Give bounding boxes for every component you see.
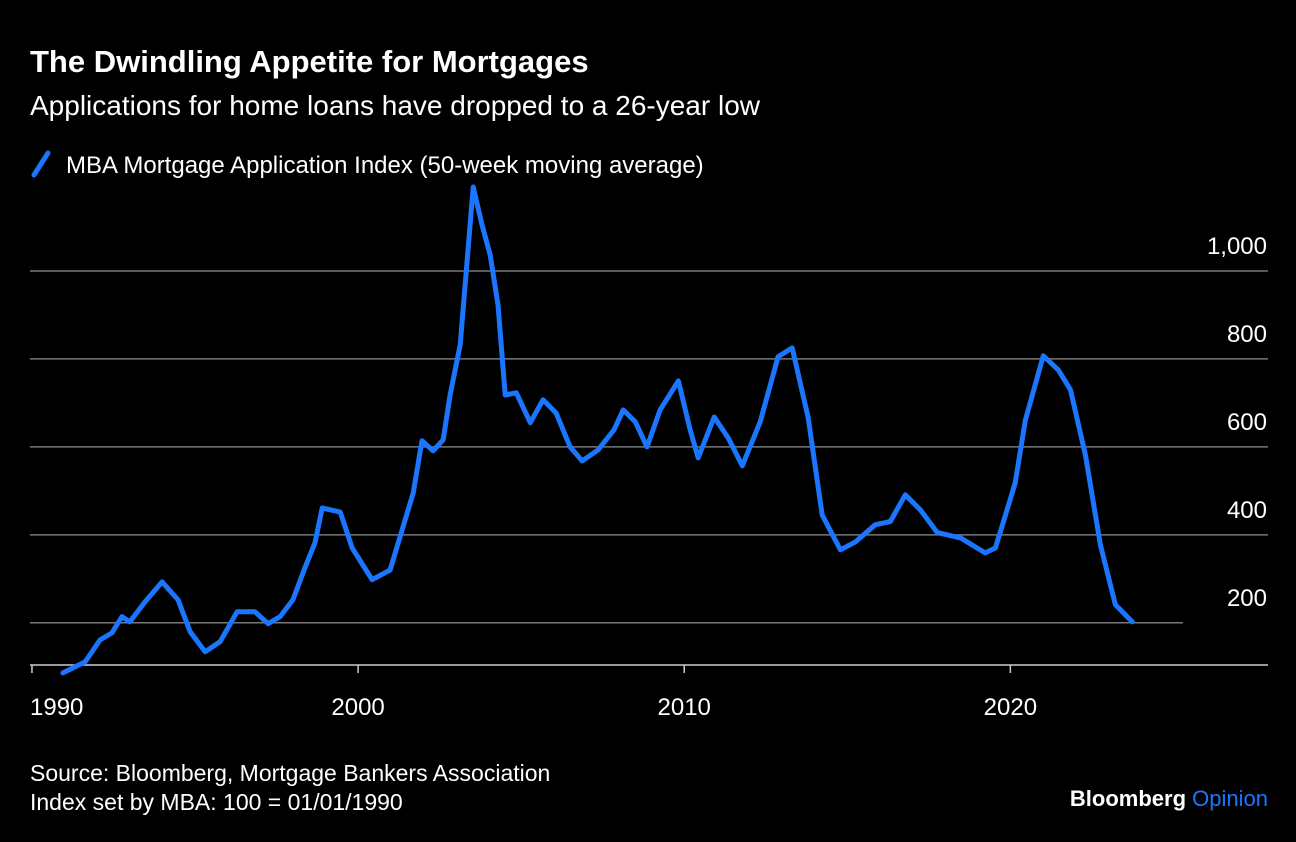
legend-label: MBA Mortgage Application Index (50-week …: [66, 152, 704, 179]
series-line: [60, 184, 1135, 676]
brand: Bloomberg Opinion: [1070, 786, 1268, 811]
source: Source: Bloomberg, Mortgage Bankers Asso…: [30, 760, 550, 786]
chart-title: The Dwindling Appetite for Mortgages: [30, 44, 589, 79]
chart-subtitle: Applications for home loans have dropped…: [30, 90, 761, 121]
brand-name: Bloomberg: [1070, 786, 1186, 811]
y-tick-label: 1,000: [1207, 233, 1267, 260]
y-tick-label: 600: [1227, 409, 1267, 436]
y-tick-label: 800: [1227, 321, 1267, 348]
brand-suffix: Opinion: [1192, 786, 1268, 811]
note: Index set by MBA: 100 = 01/01/1990: [30, 789, 403, 815]
y-tick-label: 200: [1227, 585, 1267, 612]
x-tick-label: 1990: [30, 694, 83, 721]
x-tick-label: 2010: [658, 694, 711, 721]
x-tick-label: 2000: [331, 694, 384, 721]
y-tick-label: 400: [1227, 497, 1267, 524]
legend-swatch: [31, 150, 51, 178]
x-tick-label: 2020: [984, 694, 1037, 721]
